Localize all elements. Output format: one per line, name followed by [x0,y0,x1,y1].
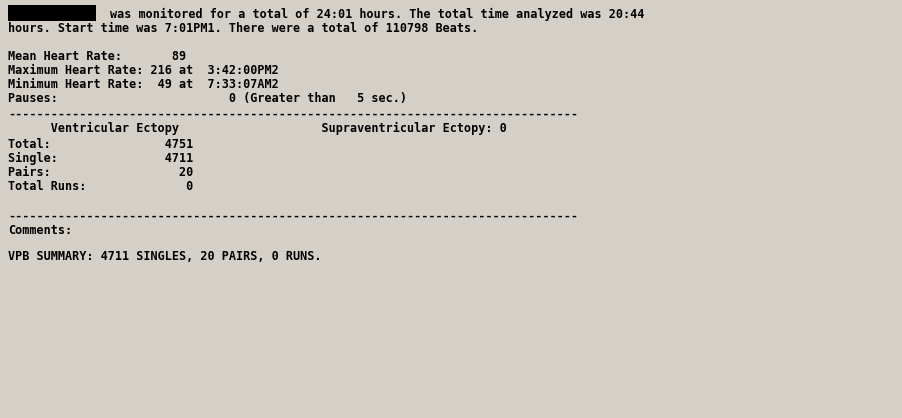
Text: was monitored for a total of 24:01 hours. The total time analyzed was 20:44: was monitored for a total of 24:01 hours… [110,8,644,21]
Text: Total Runs:              0: Total Runs: 0 [8,180,193,193]
Text: --------------------------------------------------------------------------------: ----------------------------------------… [8,210,578,223]
Bar [8,5,96,21]
Text: Maximum Heart Rate: 216 at  3:42:00PM2: Maximum Heart Rate: 216 at 3:42:00PM2 [8,64,279,77]
Text: Mean Heart Rate:       89: Mean Heart Rate: 89 [8,50,186,63]
Text: Total:                4751: Total: 4751 [8,138,193,151]
Text: Pairs:                  20: Pairs: 20 [8,166,193,179]
Text: VPB SUMMARY: 4711 SINGLES, 20 PAIRS, 0 RUNS.: VPB SUMMARY: 4711 SINGLES, 20 PAIRS, 0 R… [8,250,321,263]
Text: Pauses:                        0 (Greater than   5 sec.): Pauses: 0 (Greater than 5 sec.) [8,92,407,105]
Text: --------------------------------------------------------------------------------: ----------------------------------------… [8,108,578,121]
Text: Comments:: Comments: [8,224,72,237]
Text: Minimum Heart Rate:  49 at  7:33:07AM2: Minimum Heart Rate: 49 at 7:33:07AM2 [8,78,279,91]
Text: hours. Start time was 7:01PM1. There were a total of 110798 Beats.: hours. Start time was 7:01PM1. There wer… [8,22,478,35]
Text: Ventricular Ectopy                    Supraventricular Ectopy: 0: Ventricular Ectopy Supraventricular Ecto… [8,122,507,135]
Text: Single:               4711: Single: 4711 [8,152,193,165]
